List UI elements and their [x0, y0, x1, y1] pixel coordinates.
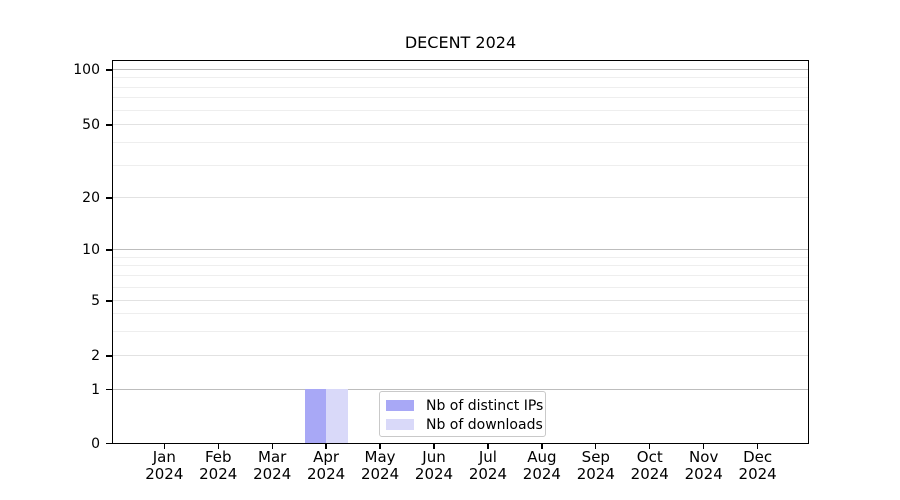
- x-label-month: Jul: [478, 448, 497, 466]
- bar-nb-of-downloads-apr-2024: [326, 389, 348, 443]
- x-tick-label-sep-2024: Sep 2024: [564, 449, 628, 483]
- x-tick-label-oct-2024: Oct 2024: [618, 449, 682, 483]
- bar-nb-of-distinct-ips-apr-2024: [304, 389, 327, 443]
- plot-area: [112, 60, 809, 444]
- x-tick-feb-2024: [217, 444, 219, 449]
- gridline-y-8: [112, 265, 809, 267]
- x-tick-sep-2024: [595, 444, 597, 449]
- x-tick-label-jan-2024: Jan 2024: [132, 449, 196, 483]
- y-tick-label-100: 100: [73, 62, 100, 78]
- x-label-year: 2024: [199, 465, 238, 483]
- x-label-year: 2024: [468, 465, 508, 483]
- y-tick-10: [105, 249, 112, 251]
- gridline-y-100: [112, 69, 809, 70]
- y-tick-50: [105, 124, 112, 126]
- x-label-year: 2024: [360, 465, 400, 483]
- x-label-year: 2024: [522, 465, 561, 483]
- x-label-year: 2024: [145, 465, 184, 483]
- x-tick-nov-2024: [703, 444, 705, 449]
- legend-swatch-distinct-ips: [386, 400, 414, 411]
- x-label-year: 2024: [630, 465, 669, 483]
- x-tick-jan-2024: [163, 444, 165, 449]
- legend-item-downloads: Nb of downloads: [386, 415, 545, 434]
- legend-label-downloads: Nb of downloads: [426, 416, 543, 433]
- gridline-y-80: [112, 86, 809, 88]
- y-tick-2: [105, 355, 112, 357]
- y-tick-5: [105, 300, 112, 302]
- legend-item-distinct-ips: Nb of distinct IPs: [386, 396, 545, 415]
- gridline-y-50: [112, 124, 809, 125]
- x-tick-aug-2024: [541, 444, 543, 449]
- x-tick-jun-2024: [433, 444, 435, 449]
- legend-label-distinct-ips: Nb of distinct IPs: [426, 397, 544, 414]
- gridline-y-2: [112, 355, 809, 356]
- x-tick-dec-2024: [756, 444, 759, 449]
- y-tick-1: [105, 388, 112, 391]
- x-label-month: Dec: [743, 448, 773, 466]
- y-tick-label-1: 1: [91, 381, 100, 398]
- x-tick-may-2024: [379, 444, 381, 449]
- chart-title: DECENT 2024: [404, 33, 517, 52]
- x-label-month: Feb: [204, 448, 232, 466]
- x-label-month: Nov: [689, 448, 719, 466]
- y-tick-20: [105, 197, 112, 199]
- x-tick-label-dec-2024: Dec 2024: [726, 449, 790, 483]
- gridline-y-5: [112, 300, 809, 301]
- x-label-month: Oct: [636, 448, 663, 466]
- x-tick-label-jul-2024: Jul 2024: [456, 449, 520, 483]
- y-tick-label-20: 20: [82, 190, 100, 206]
- gridline-y-70: [112, 97, 809, 99]
- x-label-month: Aug: [527, 448, 557, 466]
- x-tick-label-apr-2024: Apr 2024: [294, 449, 358, 483]
- x-label-month: Sep: [581, 448, 610, 466]
- y-tick-label-0: 0: [91, 435, 100, 452]
- legend-swatch-downloads: [386, 419, 414, 430]
- x-tick-mar-2024: [271, 444, 273, 449]
- x-label-month: Mar: [258, 448, 287, 466]
- gridline-y-60: [112, 109, 809, 111]
- y-tick-label-50: 50: [82, 117, 100, 133]
- x-label-year: 2024: [684, 465, 723, 483]
- x-label-year: 2024: [307, 465, 346, 483]
- gridline-y-9: [112, 256, 809, 258]
- x-label-month: Jan: [152, 448, 176, 466]
- gridline-y-1: [112, 388, 809, 390]
- gridline-y-90: [112, 77, 809, 79]
- y-tick-100: [105, 69, 112, 71]
- gridline-y-6: [112, 286, 809, 288]
- x-label-year: 2024: [738, 465, 777, 483]
- x-tick-label-may-2024: May 2024: [348, 449, 412, 483]
- x-label-year: 2024: [414, 465, 454, 483]
- gridline-y-10: [112, 249, 809, 250]
- x-tick-label-aug-2024: Aug 2024: [510, 449, 574, 483]
- x-tick-label-feb-2024: Feb 2024: [186, 449, 250, 483]
- legend: Nb of distinct IPs Nb of downloads: [379, 391, 546, 437]
- gridline-y-7: [112, 275, 809, 277]
- x-label-month: Apr: [313, 448, 340, 466]
- y-tick-label-5: 5: [91, 293, 100, 309]
- x-label-year: 2024: [253, 465, 292, 483]
- gridline-y-3: [112, 330, 809, 332]
- gridline-y-20: [112, 197, 809, 198]
- x-label-month: May: [364, 448, 396, 466]
- gridline-y-30: [112, 164, 809, 166]
- x-label-month: Jun: [422, 448, 446, 466]
- x-tick-label-mar-2024: Mar 2024: [240, 449, 304, 483]
- x-tick-label-nov-2024: Nov 2024: [672, 449, 736, 483]
- x-tick-jul-2024: [487, 444, 489, 449]
- gridline-y-4: [112, 313, 809, 315]
- x-tick-apr-2024: [325, 444, 327, 449]
- y-tick-0: [105, 442, 112, 445]
- y-tick-label-10: 10: [82, 242, 100, 258]
- x-tick-label-jun-2024: Jun 2024: [402, 449, 466, 483]
- x-tick-oct-2024: [649, 444, 651, 449]
- y-tick-label-2: 2: [91, 348, 100, 364]
- x-label-year: 2024: [576, 465, 615, 483]
- gridline-y-40: [112, 141, 809, 143]
